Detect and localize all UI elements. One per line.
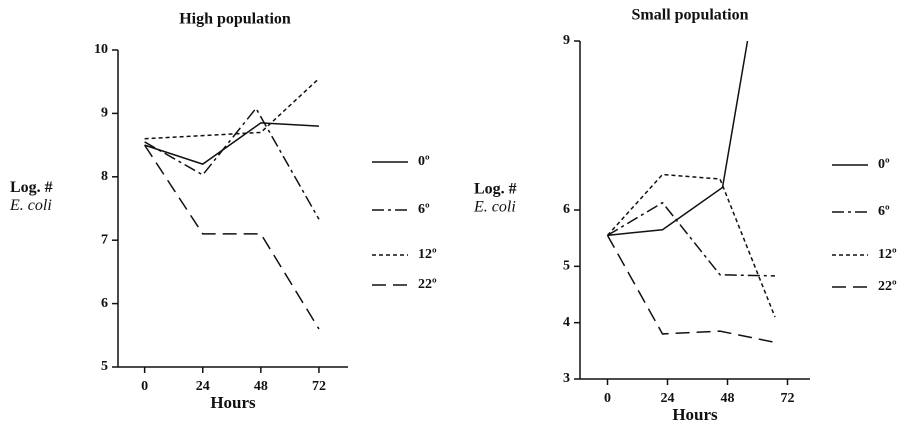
legend-label: 6º — [878, 204, 890, 219]
y-axis-label: E. coli — [473, 199, 516, 216]
y-axis-label: E. coli — [9, 197, 52, 214]
series-line — [607, 201, 776, 277]
x-axis-label: Hours — [210, 393, 256, 412]
x-tick-label: 48 — [721, 391, 735, 406]
series-line — [144, 106, 320, 220]
y-tick-label: 5 — [563, 259, 570, 274]
legend-label: 6º — [418, 202, 430, 217]
legend-label: 12º — [418, 247, 437, 262]
chart-title: High population — [179, 11, 291, 28]
x-axis-label: Hours — [672, 405, 718, 424]
y-tick-label: 3 — [563, 371, 570, 386]
series-line — [144, 77, 320, 140]
series-line — [607, 40, 749, 237]
y-axis-label: Log. # — [474, 181, 517, 198]
y-tick-label: 5 — [101, 359, 108, 374]
legend-label: 22º — [418, 277, 437, 292]
series-line — [144, 122, 319, 165]
x-tick-label: 48 — [254, 379, 268, 394]
series-line — [144, 144, 320, 330]
series-line — [606, 173, 776, 318]
series-line — [606, 234, 776, 344]
y-tick-label: 4 — [563, 315, 570, 330]
x-tick-label: 24 — [196, 379, 210, 394]
legend-label: 0º — [418, 154, 430, 169]
x-tick-label: 72 — [312, 379, 326, 394]
chart-title: Small population — [632, 7, 749, 24]
x-tick-label: 0 — [141, 379, 148, 394]
y-tick-label: 6 — [563, 202, 570, 217]
legend-label: 12º — [878, 247, 897, 262]
y-tick-label: 9 — [563, 33, 570, 48]
y-tick-label: 8 — [101, 169, 108, 184]
x-tick-label: 24 — [661, 391, 675, 406]
y-tick-label: 9 — [101, 106, 108, 121]
legend-label: 0º — [878, 157, 890, 172]
y-axis-label: Log. # — [10, 179, 53, 196]
y-tick-label: 7 — [101, 232, 108, 247]
x-tick-label: 0 — [604, 391, 611, 406]
y-tick-label: 10 — [94, 42, 108, 57]
y-tick-label: 6 — [101, 296, 108, 311]
legend-label: 22º — [878, 279, 897, 294]
x-tick-label: 72 — [781, 391, 795, 406]
